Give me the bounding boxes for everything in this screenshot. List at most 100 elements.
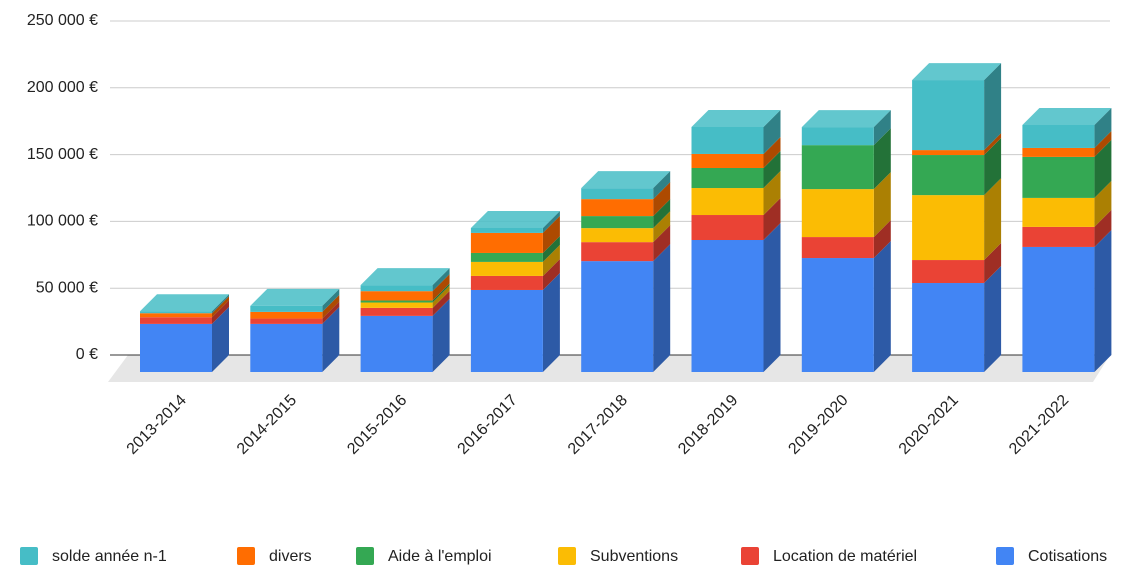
bar-segment (581, 199, 654, 217)
bar-side (763, 198, 781, 241)
legend-label: Aide à l'emploi (388, 548, 492, 565)
bar-side (212, 306, 229, 372)
bar-segment (140, 317, 212, 324)
bar-side (873, 172, 891, 238)
bar-segment (140, 323, 212, 372)
bar-side (1094, 209, 1112, 247)
bar-segment (1022, 197, 1095, 227)
bar-segment (470, 232, 543, 253)
bar-side (542, 244, 560, 276)
bar-side (763, 150, 781, 189)
bar-segment (912, 80, 985, 151)
bar-segment (250, 305, 323, 312)
bar-segment (912, 155, 985, 196)
bar-side (984, 243, 1002, 284)
bar-segment (691, 240, 764, 372)
bar-segment (801, 258, 874, 372)
bar-top (470, 210, 560, 228)
legend-label: divers (269, 548, 312, 565)
bar-segment (470, 252, 543, 262)
bar-segment (691, 126, 764, 154)
bar-segment (140, 311, 212, 314)
bar-side (542, 215, 560, 253)
legend-label: solde année n-1 (52, 548, 167, 565)
bar-segment (801, 145, 874, 190)
bar-side (653, 211, 671, 243)
bar-segment (360, 300, 433, 303)
bar-side (763, 136, 781, 168)
bar-segment (1022, 156, 1095, 198)
bar-side (542, 258, 560, 290)
bar-side (763, 109, 781, 154)
bar-side (432, 283, 450, 303)
bar-side (653, 171, 671, 200)
bar-segment (140, 313, 212, 318)
bar-side (984, 178, 1002, 261)
bar-side (653, 182, 671, 217)
x-tick-label: 2017-2018 (565, 392, 631, 458)
bar-top (140, 294, 229, 312)
bar-side (322, 306, 340, 372)
bar-segment (581, 216, 654, 229)
legend-swatch (20, 547, 38, 565)
bar-top (360, 268, 450, 286)
y-tick-label: 100 000 € (27, 213, 98, 230)
bar-side (1094, 229, 1112, 372)
bar-segment (691, 188, 764, 216)
bar-segment (581, 188, 654, 200)
bar-segment (801, 127, 874, 146)
bar-top (1022, 107, 1112, 125)
bar-segment (360, 307, 433, 316)
legend-swatch (356, 547, 374, 565)
bar-side (984, 266, 1002, 372)
legend-label: Location de matériel (773, 548, 917, 565)
bar-top (250, 288, 340, 306)
bar-side (212, 294, 229, 314)
bar-segment (1022, 147, 1095, 157)
x-tick-label: 2014-2015 (234, 392, 300, 458)
bar-side (542, 235, 560, 262)
bar-side (653, 225, 671, 262)
bar-side (763, 223, 781, 372)
bar-segment (360, 291, 433, 301)
y-tick-label: 250 000 € (27, 12, 98, 29)
bar-side (984, 63, 1002, 151)
bar-segment (470, 227, 543, 233)
bar-top (912, 63, 1002, 81)
bar-segment (581, 261, 654, 372)
bar-segment (801, 189, 874, 238)
bar-top (581, 171, 671, 189)
bar-segment (470, 261, 543, 276)
bar-side (763, 171, 781, 216)
x-tick-label: 2016-2017 (455, 392, 521, 458)
bar-segment (1022, 124, 1095, 148)
bar-side (873, 241, 891, 372)
bar-side (1094, 107, 1112, 148)
legend-swatch (996, 547, 1014, 565)
bar-top (691, 109, 781, 127)
bar-side (1094, 139, 1112, 198)
bar-segment (691, 215, 764, 241)
bar-top (801, 110, 891, 128)
bar-segment (691, 153, 764, 168)
bar-segment (1022, 246, 1095, 372)
bar-segment (360, 315, 433, 372)
bar-side (873, 110, 891, 146)
bar-side (542, 272, 560, 372)
bar-side (322, 301, 340, 324)
bar-side (432, 290, 450, 316)
y-tick-label: 150 000 € (27, 146, 98, 163)
x-tick-label: 2021-2022 (1006, 392, 1072, 458)
x-tick-label: 2020-2021 (896, 392, 962, 458)
legend-swatch (741, 547, 759, 565)
bar-segment (691, 167, 764, 189)
legend-label: Subventions (590, 548, 678, 565)
bar-side (432, 274, 450, 301)
bar-side (653, 199, 671, 229)
bar-segment (250, 323, 323, 372)
bar-side (873, 220, 891, 259)
bar-side (212, 296, 229, 318)
bar-segment (360, 302, 433, 308)
bar-side (322, 294, 340, 319)
